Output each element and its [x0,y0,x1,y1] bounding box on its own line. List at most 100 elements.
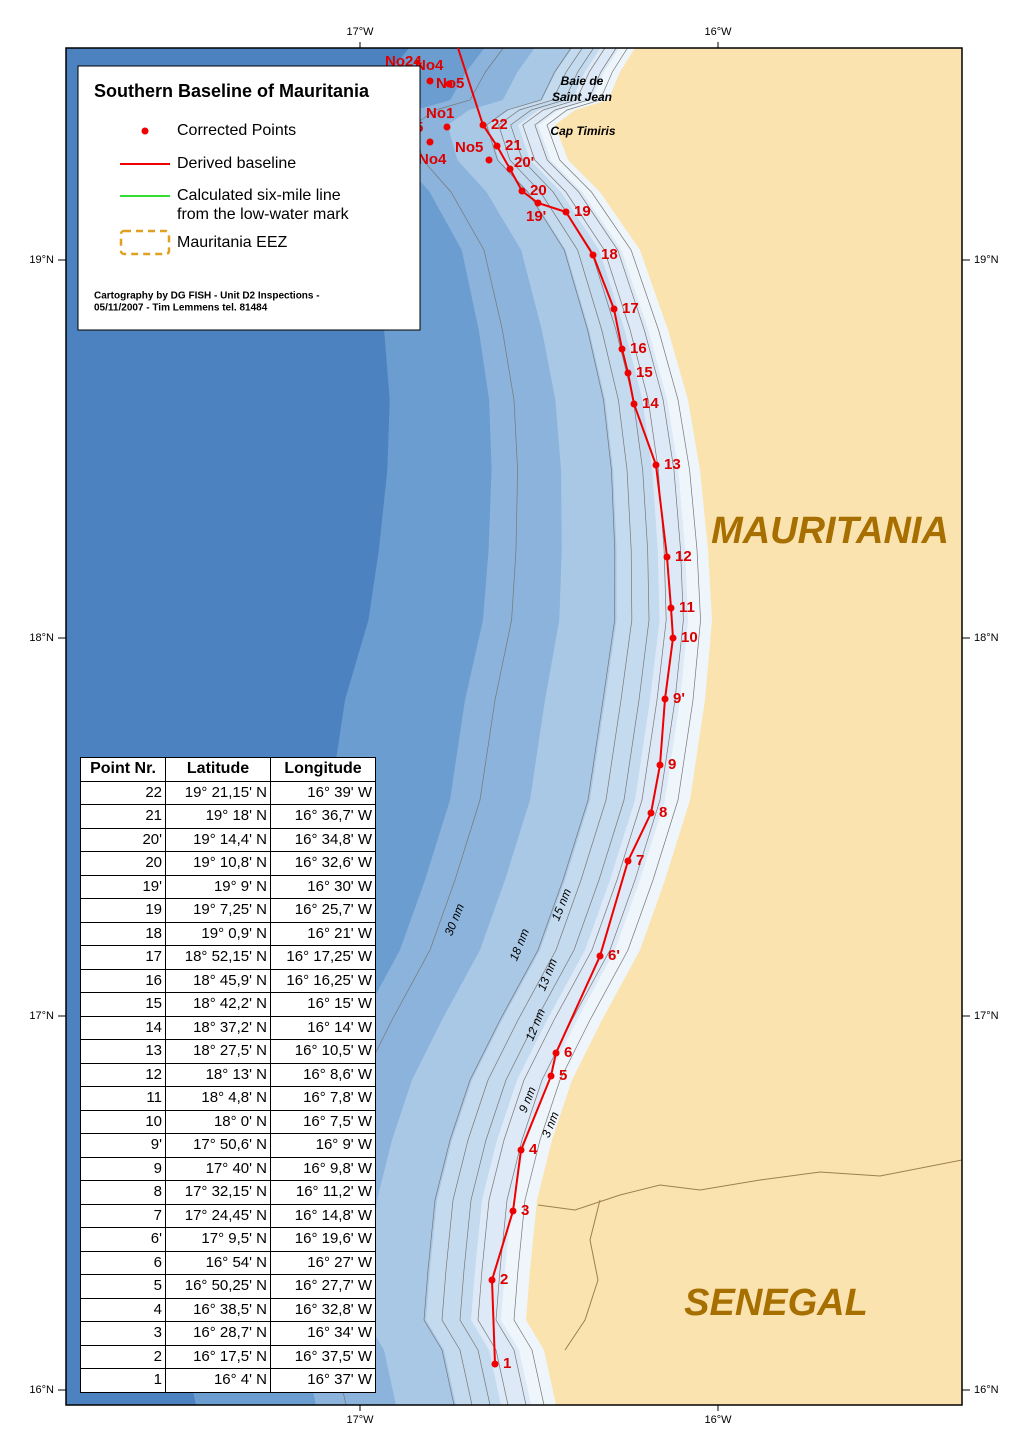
table-row: 8 17° 32,15' N 16° 11,2' W [80,1180,376,1205]
corrected-point [589,251,597,259]
table-cell: 19 [80,898,166,923]
point-label: 20 [530,182,547,199]
latitude-label: 16°N [29,1384,54,1396]
table-cell: 18° 13' N [165,1062,271,1087]
border [537,1159,962,1211]
table-cell: 16° 38,5' N [165,1297,271,1322]
table-cell: 9 [80,1156,166,1181]
table-cell: 17° 24,45' N [165,1203,271,1228]
table-cell: 19° 18' N [165,804,271,829]
table-row: 14 18° 37,2' N 16° 14' W [80,1015,376,1040]
table-cell: 16° 32,8' W [270,1297,376,1322]
point-label: 17 [622,300,639,317]
table-cell: 16° 25,7' W [270,898,376,923]
other-point-label: No4 [415,57,444,74]
table-cell: 19° 21,15' N [165,780,271,805]
table-cell: 16° 39' W [270,780,376,805]
corrected-point [667,604,675,612]
point-label: 12 [675,548,692,565]
table-cell: 16° 17,5' N [165,1344,271,1369]
table-row: 1 16° 4' N 16° 37' W [80,1368,376,1393]
legend-symbol [141,127,149,135]
latitude-label: 16°N [974,1384,999,1396]
table-cell: 16° 28,7' N [165,1321,271,1346]
table-cell: 16 [80,968,166,993]
table-cell: 17° 9,5' N [165,1227,271,1252]
other-point [426,138,434,146]
table-cell: 16° 27,7' W [270,1274,376,1299]
corrected-point [663,553,671,561]
legend-title: Southern Baseline of Mauritania [94,81,370,101]
contour-line [441,48,633,1405]
table-row: 9' 17° 50,6' N 16° 9' W [80,1133,376,1158]
table-header-cell: Longitude [270,757,376,782]
table-cell: 12 [80,1062,166,1087]
table-row: 2 16° 17,5' N 16° 37,5' W [80,1344,376,1369]
table-row: 3 16° 28,7' N 16° 34' W [80,1321,376,1346]
table-cell: 20' [80,827,166,852]
latitude-label: 19°N [29,254,54,266]
table-row: 20 19° 10,8' N 16° 32,6' W [80,851,376,876]
table-cell: 17° 32,15' N [165,1180,271,1205]
sea [66,48,962,1405]
table-cell: 7 [80,1203,166,1228]
other-point-label: No4 [418,151,447,168]
corrected-point [624,369,632,377]
table-cell: 16° 34,8' W [270,827,376,852]
table-row: 15 18° 42,2' N 16° 15' W [80,992,376,1017]
point-label: 16 [630,340,647,357]
longitude-label: 17°W [346,26,374,38]
legend-label: Mauritania EEZ [177,234,287,251]
point-label: 11 [679,599,695,616]
table-cell: 14 [80,1015,166,1040]
place-label: Cap Timiris [550,124,615,138]
other-point [485,156,493,164]
table-cell: 2 [80,1344,166,1369]
corrected-point [647,809,655,817]
table-cell: 18° 45,9' N [165,968,271,993]
table-cell: 4 [80,1297,166,1322]
legend-label: Derived baseline [177,155,296,172]
table-cell: 8 [80,1180,166,1205]
land [526,48,962,1405]
table-cell: 16° 14,8' W [270,1203,376,1228]
point-label: 19' [526,208,546,225]
table-cell: 9' [80,1133,166,1158]
table-header-cell: Point Nr. [80,757,166,782]
table-cell: 16° 16,25' W [270,968,376,993]
other-point-label: No5 [455,139,483,156]
table-cell: 18° 52,15' N [165,945,271,970]
table-cell: 16° 7,8' W [270,1086,376,1111]
table-row: 19 19° 7,25' N 16° 25,7' W [80,898,376,923]
corrected-point [652,461,660,469]
place-label: Baie de [561,74,604,88]
point-label: 7 [636,852,644,869]
point-label: 20' [514,154,534,171]
point-label: 1 [503,1355,511,1372]
point-label: 5 [559,1067,567,1084]
table-cell: 16° 10,5' W [270,1039,376,1064]
table-row: 21 19° 18' N 16° 36,7' W [80,804,376,829]
contour-line [459,48,650,1405]
table-cell: 16° 54' N [165,1250,271,1275]
point-label: 22 [491,116,508,133]
point-label: 14 [642,395,659,412]
corrected-point [656,761,664,769]
longitude-label: 16°W [704,1414,732,1426]
point-label: 6 [564,1044,572,1061]
corrected-point [669,634,677,642]
table-cell: 18 [80,921,166,946]
table-cell: 16° 30' W [270,874,376,899]
table-cell: 3 [80,1321,166,1346]
point-label: 9' [673,690,685,707]
table-header-row: Point Nr. Latitude Longitude [80,757,376,782]
table-cell: 19° 9' N [165,874,271,899]
table-row: 17 18° 52,15' N 16° 17,25' W [80,945,376,970]
corrected-point [509,1207,517,1215]
table-row: 20' 19° 14,4' N 16° 34,8' W [80,827,376,852]
latitude-label: 18°N [29,632,54,644]
table-row: 5 16° 50,25' N 16° 27,7' W [80,1274,376,1299]
table-cell: 16° 7,5' W [270,1109,376,1134]
